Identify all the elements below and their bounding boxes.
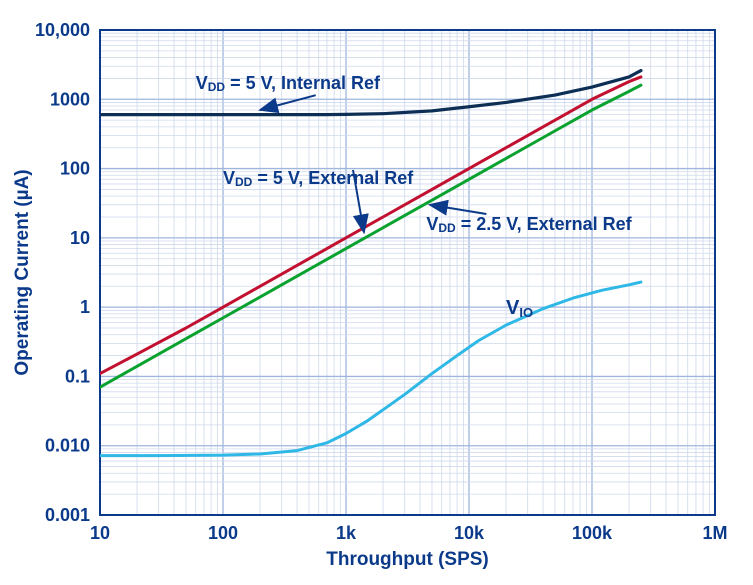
x-tick-label: 100k <box>572 523 613 543</box>
y-tick-label: 0.1 <box>65 366 90 386</box>
y-axis-label: Operating Current (µA) <box>12 169 33 375</box>
chart-svg: 10 100 1k 10k 100k 1M 0.001 0.010 0.1 1 10 100 1000 1… <box>0 0 753 585</box>
y-tick-label: 0.001 <box>45 505 90 525</box>
x-tick-label: 100 <box>208 523 238 543</box>
y-tick-label: 1000 <box>50 89 90 109</box>
x-tick-label: 1M <box>702 523 727 543</box>
x-axis-label: Throughput (SPS) <box>326 549 489 570</box>
y-tick-label: 10 <box>70 228 90 248</box>
chart-container: 10 100 1k 10k 100k 1M 0.001 0.010 0.1 1 10 100 1000 1… <box>0 0 753 585</box>
x-tick-label: 10 <box>90 523 110 543</box>
y-tick-label: 10,000 <box>35 20 90 40</box>
series-annotation: VDD = 2.5 V, External Ref <box>426 214 632 235</box>
x-tick-label: 10k <box>454 523 485 543</box>
y-tick-label: 0.010 <box>45 436 90 456</box>
y-tick-label: 1 <box>80 297 90 317</box>
y-tick-label: 100 <box>60 159 90 179</box>
series-annotation: VDD = 5 V, External Ref <box>223 168 414 189</box>
x-tick-label: 1k <box>336 523 357 543</box>
